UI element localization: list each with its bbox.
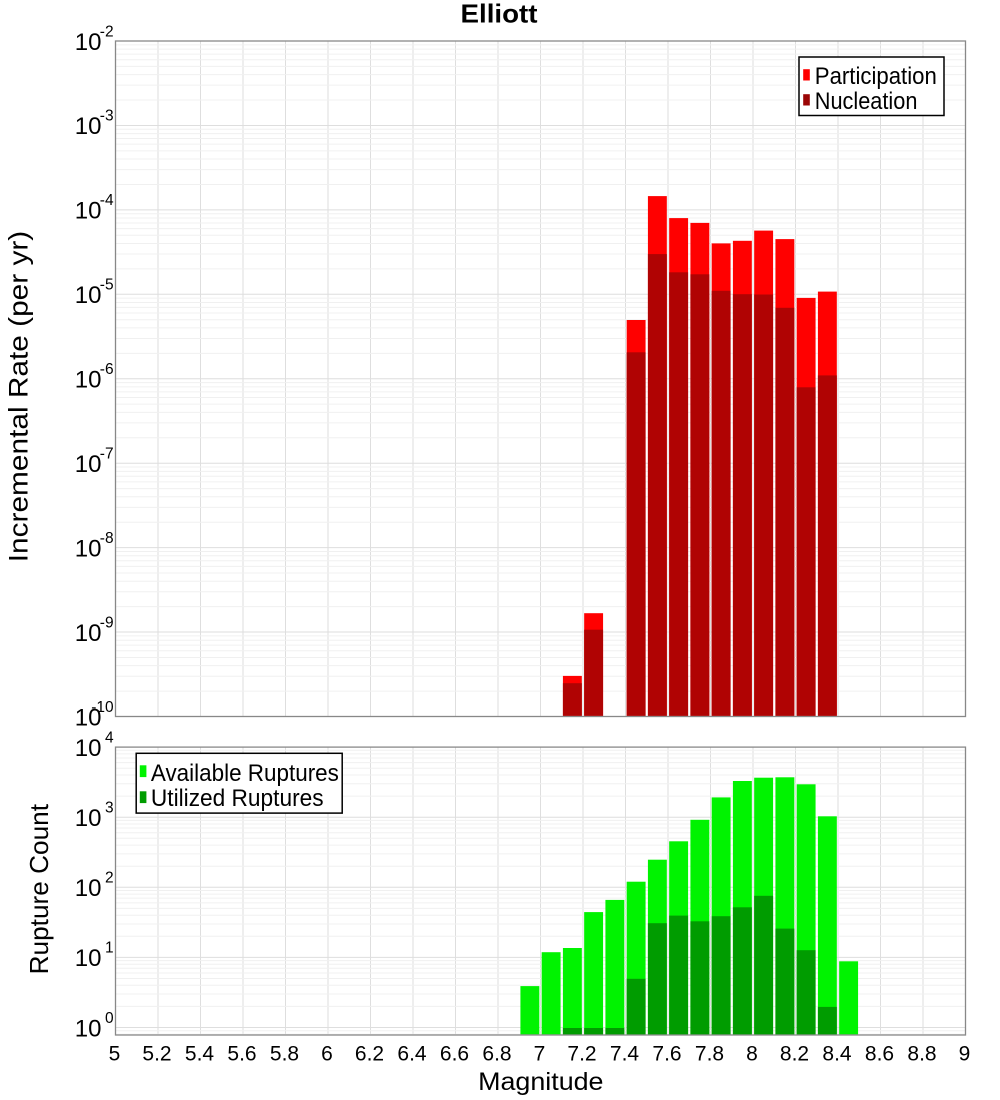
svg-text:4: 4 <box>105 729 114 746</box>
svg-text:8.4: 8.4 <box>822 1042 852 1065</box>
svg-text:6.8: 6.8 <box>482 1042 511 1065</box>
svg-text:Utilized Ruptures: Utilized Ruptures <box>151 785 324 812</box>
svg-text:Available Ruptures: Available Ruptures <box>151 760 339 787</box>
svg-text:-7: -7 <box>100 445 114 462</box>
svg-text:10: 10 <box>75 704 102 731</box>
svg-text:8.2: 8.2 <box>780 1042 809 1065</box>
svg-text:Magnitude: Magnitude <box>478 1068 603 1096</box>
svg-text:6.6: 6.6 <box>440 1042 469 1065</box>
svg-text:5.4: 5.4 <box>185 1042 215 1065</box>
svg-text:10: 10 <box>75 945 102 972</box>
svg-text:10: 10 <box>75 805 102 832</box>
svg-text:-3: -3 <box>100 108 114 125</box>
svg-text:7.6: 7.6 <box>652 1042 681 1065</box>
svg-text:6: 6 <box>321 1042 333 1065</box>
svg-text:7: 7 <box>534 1042 546 1065</box>
svg-text:10: 10 <box>75 451 102 478</box>
svg-text:3: 3 <box>105 800 114 817</box>
svg-text:5: 5 <box>109 1042 121 1065</box>
svg-text:-6: -6 <box>100 361 114 378</box>
svg-text:10: 10 <box>75 620 102 647</box>
svg-text:Elliott: Elliott <box>461 0 538 29</box>
svg-text:10: 10 <box>75 113 102 140</box>
svg-text:10: 10 <box>75 282 102 309</box>
svg-text:8.6: 8.6 <box>865 1042 894 1065</box>
svg-text:Participation: Participation <box>815 63 937 90</box>
svg-text:10: 10 <box>75 198 102 225</box>
svg-text:10: 10 <box>75 29 102 56</box>
svg-text:7.2: 7.2 <box>567 1042 596 1065</box>
svg-text:9: 9 <box>959 1042 971 1065</box>
svg-text:6.4: 6.4 <box>397 1042 427 1065</box>
svg-text:5.2: 5.2 <box>142 1042 171 1065</box>
svg-text:-5: -5 <box>100 277 114 294</box>
svg-text:10: 10 <box>75 875 102 902</box>
svg-text:8: 8 <box>746 1042 758 1065</box>
svg-text:5.6: 5.6 <box>227 1042 256 1065</box>
svg-text:-9: -9 <box>100 614 114 631</box>
svg-text:0: 0 <box>105 1010 114 1027</box>
svg-text:-10: -10 <box>91 699 114 716</box>
svg-text:-2: -2 <box>100 23 114 40</box>
svg-text:10: 10 <box>75 735 102 762</box>
svg-text:10: 10 <box>75 367 102 394</box>
svg-text:Incremental Rate (per yr): Incremental Rate (per yr) <box>4 231 34 563</box>
svg-text:2: 2 <box>105 870 114 887</box>
svg-text:10: 10 <box>75 535 102 562</box>
svg-text:10: 10 <box>75 1015 102 1042</box>
svg-text:Nucleation: Nucleation <box>815 88 918 115</box>
svg-text:-8: -8 <box>100 530 114 547</box>
svg-text:7.4: 7.4 <box>610 1042 640 1065</box>
svg-text:1: 1 <box>105 940 114 957</box>
svg-text:Rupture Count: Rupture Count <box>24 803 54 974</box>
svg-text:6.2: 6.2 <box>355 1042 384 1065</box>
svg-text:8.8: 8.8 <box>907 1042 936 1065</box>
svg-text:5.8: 5.8 <box>270 1042 299 1065</box>
svg-text:-4: -4 <box>100 192 114 209</box>
svg-text:7.8: 7.8 <box>695 1042 724 1065</box>
